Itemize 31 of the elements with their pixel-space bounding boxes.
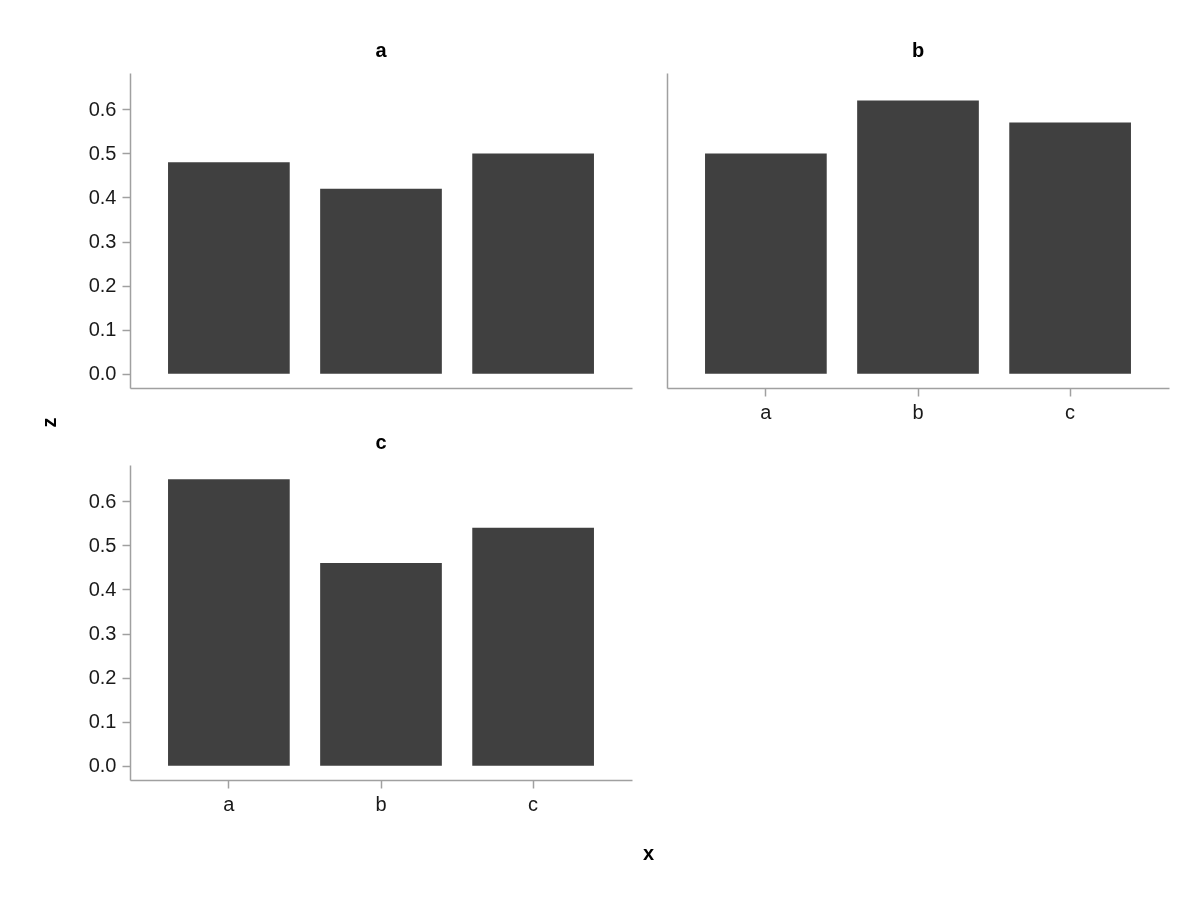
y-tick-label: 0.3: [88, 622, 117, 645]
bar: [472, 527, 594, 766]
bar: [472, 153, 594, 374]
y-tick-label: 0.5: [88, 533, 117, 556]
x-tick-label: b: [912, 400, 924, 423]
y-tick-label: 0.3: [88, 230, 117, 253]
bar: [320, 563, 442, 766]
y-tick-label: 0.4: [88, 185, 117, 208]
y-tick-label: 0.1: [88, 318, 117, 341]
x-tick-label: a: [760, 400, 773, 423]
x-tick-label: a: [223, 792, 236, 815]
y-tick-label: 0.4: [88, 577, 117, 600]
y-tick-label: 0.2: [88, 274, 117, 297]
x-axis-title: x: [643, 842, 655, 864]
y-tick-label: 0.1: [88, 710, 117, 733]
chart-title: a: [375, 39, 388, 61]
chart-title: c: [375, 431, 387, 453]
x-tick-label: c: [528, 792, 539, 815]
chart-title: b: [911, 39, 925, 61]
y-tick-label: 0.0: [88, 754, 117, 777]
y-tick-label: 0.6: [88, 97, 117, 120]
x-tick-label: c: [1065, 400, 1076, 423]
y-tick-label: 0.5: [88, 141, 117, 164]
y-tick-label: 0.0: [88, 362, 117, 385]
y-tick-label: 0.2: [88, 666, 117, 689]
x-tick-label: b: [375, 792, 387, 815]
bar: [168, 162, 290, 374]
y-axis-title: z: [38, 417, 61, 428]
bar: [168, 479, 290, 766]
y-tick-label: 0.6: [88, 489, 117, 512]
bar: [320, 188, 442, 374]
